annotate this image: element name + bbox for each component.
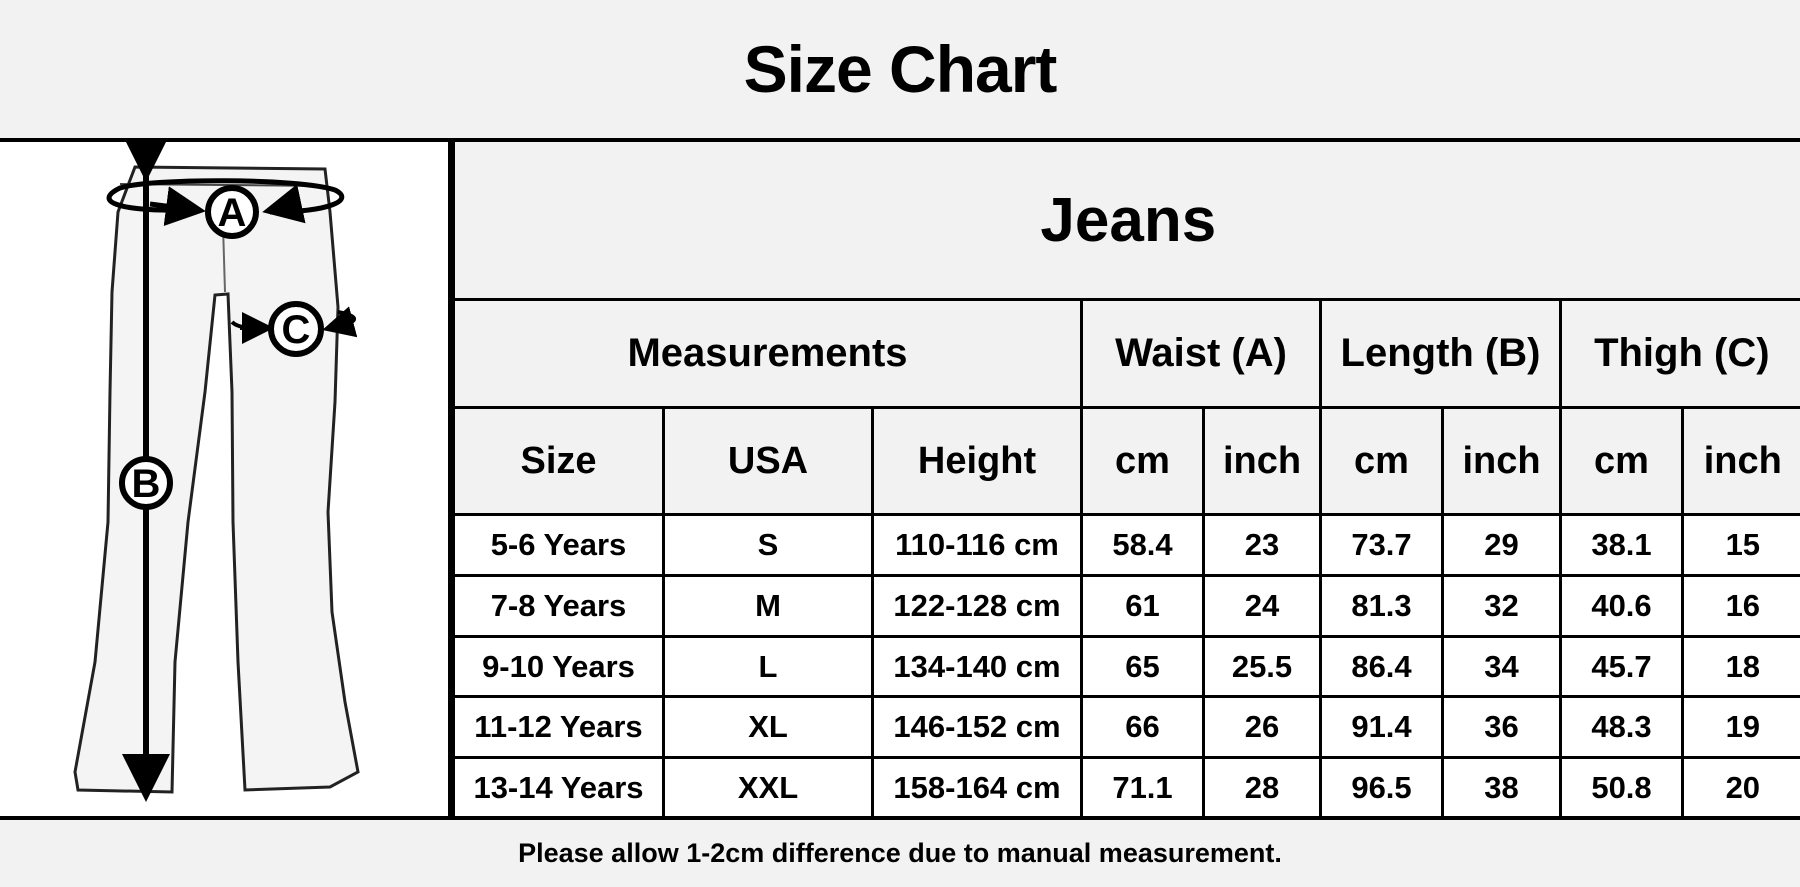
column-header: inch — [1202, 405, 1322, 515]
table-cell: 25.5 — [1202, 634, 1322, 699]
product-title: Jeans — [451, 142, 1800, 302]
page-title: Size Chart — [0, 0, 1800, 142]
table-row: 11-12 Years XL 146-152 cm 66 26 91.4 36 48.3 19 — [452, 695, 1800, 760]
table-cell: 32 — [1441, 574, 1562, 638]
table-cell: 73.7 — [1319, 513, 1444, 577]
table-cell: 38.1 — [1559, 513, 1684, 577]
table-row: 5-6 Years S 110-116 cm 58.4 23 73.7 29 38.1 15 — [452, 513, 1800, 577]
table-cell: M — [662, 574, 874, 638]
table-cell: 19 — [1680, 695, 1800, 760]
table-cell: 24 — [1202, 574, 1322, 638]
label-b-icon: B — [119, 456, 173, 510]
jeans-diagram: A B C — [0, 134, 452, 818]
svg-text:B: B — [132, 462, 161, 506]
table-cell: 61 — [1080, 574, 1205, 638]
table-cell: 38 — [1441, 756, 1562, 816]
jeans-illustration: A B C — [73, 134, 360, 802]
table-cell: 36 — [1441, 695, 1562, 760]
table-cell: 26 — [1202, 695, 1322, 760]
column-header: cm — [1559, 405, 1684, 515]
table-cell: 28 — [1202, 756, 1322, 816]
table-cell: 134-140 cm — [871, 634, 1083, 699]
group-length: Length (B) — [1319, 298, 1562, 409]
table-cell: 86.4 — [1319, 634, 1444, 699]
table-row: 13-14 Years XXL 158-164 cm 71.1 28 96.5 38 50.8… — [452, 756, 1800, 816]
table-cell: 9-10 Years — [452, 634, 665, 699]
table-cell: 91.4 — [1319, 695, 1444, 760]
table-cell: 13-14 Years — [452, 756, 665, 816]
table-cell: 18 — [1680, 634, 1800, 699]
table-cell: XXL — [662, 756, 874, 816]
column-header: USA — [662, 405, 874, 515]
column-header: Size — [452, 405, 665, 515]
column-header: cm — [1319, 405, 1444, 515]
svg-text:A: A — [218, 191, 247, 235]
table-cell: 11-12 Years — [452, 695, 665, 760]
table-cell: 45.7 — [1559, 634, 1684, 699]
table-cell: 23 — [1202, 513, 1322, 577]
table-cell: 20 — [1680, 756, 1800, 816]
table-cell: S — [662, 513, 874, 577]
table-row: 9-10 Years L 134-140 cm 65 25.5 86.4 34 45.7 18 — [452, 634, 1800, 699]
table-cell: 66 — [1080, 695, 1205, 760]
column-header: inch — [1441, 405, 1562, 515]
table-row: 7-8 Years M 122-128 cm 61 24 81.3 32 40.6 16 — [452, 574, 1800, 638]
table-cell: 81.3 — [1319, 574, 1444, 638]
group-measurements: Measurements — [452, 298, 1083, 409]
label-c-icon: C — [268, 301, 324, 357]
table-cell: 146-152 cm — [871, 695, 1083, 760]
table-cell: 48.3 — [1559, 695, 1684, 760]
table-cell: 158-164 cm — [871, 756, 1083, 816]
table-cell: 96.5 — [1319, 756, 1444, 816]
table-cell: 110-116 cm — [871, 513, 1083, 577]
column-header: cm — [1080, 405, 1205, 515]
table-cell: 40.6 — [1559, 574, 1684, 638]
table-cell: XL — [662, 695, 874, 760]
table-cell: 122-128 cm — [871, 574, 1083, 638]
table-cell: 71.1 — [1080, 756, 1205, 816]
column-header: inch — [1680, 405, 1800, 515]
table-cell: 29 — [1441, 513, 1562, 577]
label-a-icon: A — [205, 185, 259, 239]
table-cell: 58.4 — [1080, 513, 1205, 577]
table-cell: 7-8 Years — [452, 574, 665, 638]
table-cell: 15 — [1680, 513, 1800, 577]
group-thigh: Thigh (C) — [1558, 298, 1800, 409]
table-cell: 65 — [1080, 634, 1205, 699]
table-cell: 16 — [1680, 574, 1800, 638]
group-waist: Waist (A) — [1080, 298, 1322, 409]
size-table: Jeans Measurements Waist (A) Length (B) … — [451, 142, 1800, 816]
svg-text:C: C — [282, 308, 311, 352]
table-cell: 34 — [1441, 634, 1562, 699]
footer-note: Please allow 1-2cm difference due to man… — [0, 816, 1800, 887]
jeans-outline — [73, 165, 360, 794]
table-cell: 50.8 — [1559, 756, 1684, 816]
column-header: Height — [871, 405, 1083, 515]
table-cell: 5-6 Years — [452, 513, 665, 577]
table-cell: L — [662, 634, 874, 699]
